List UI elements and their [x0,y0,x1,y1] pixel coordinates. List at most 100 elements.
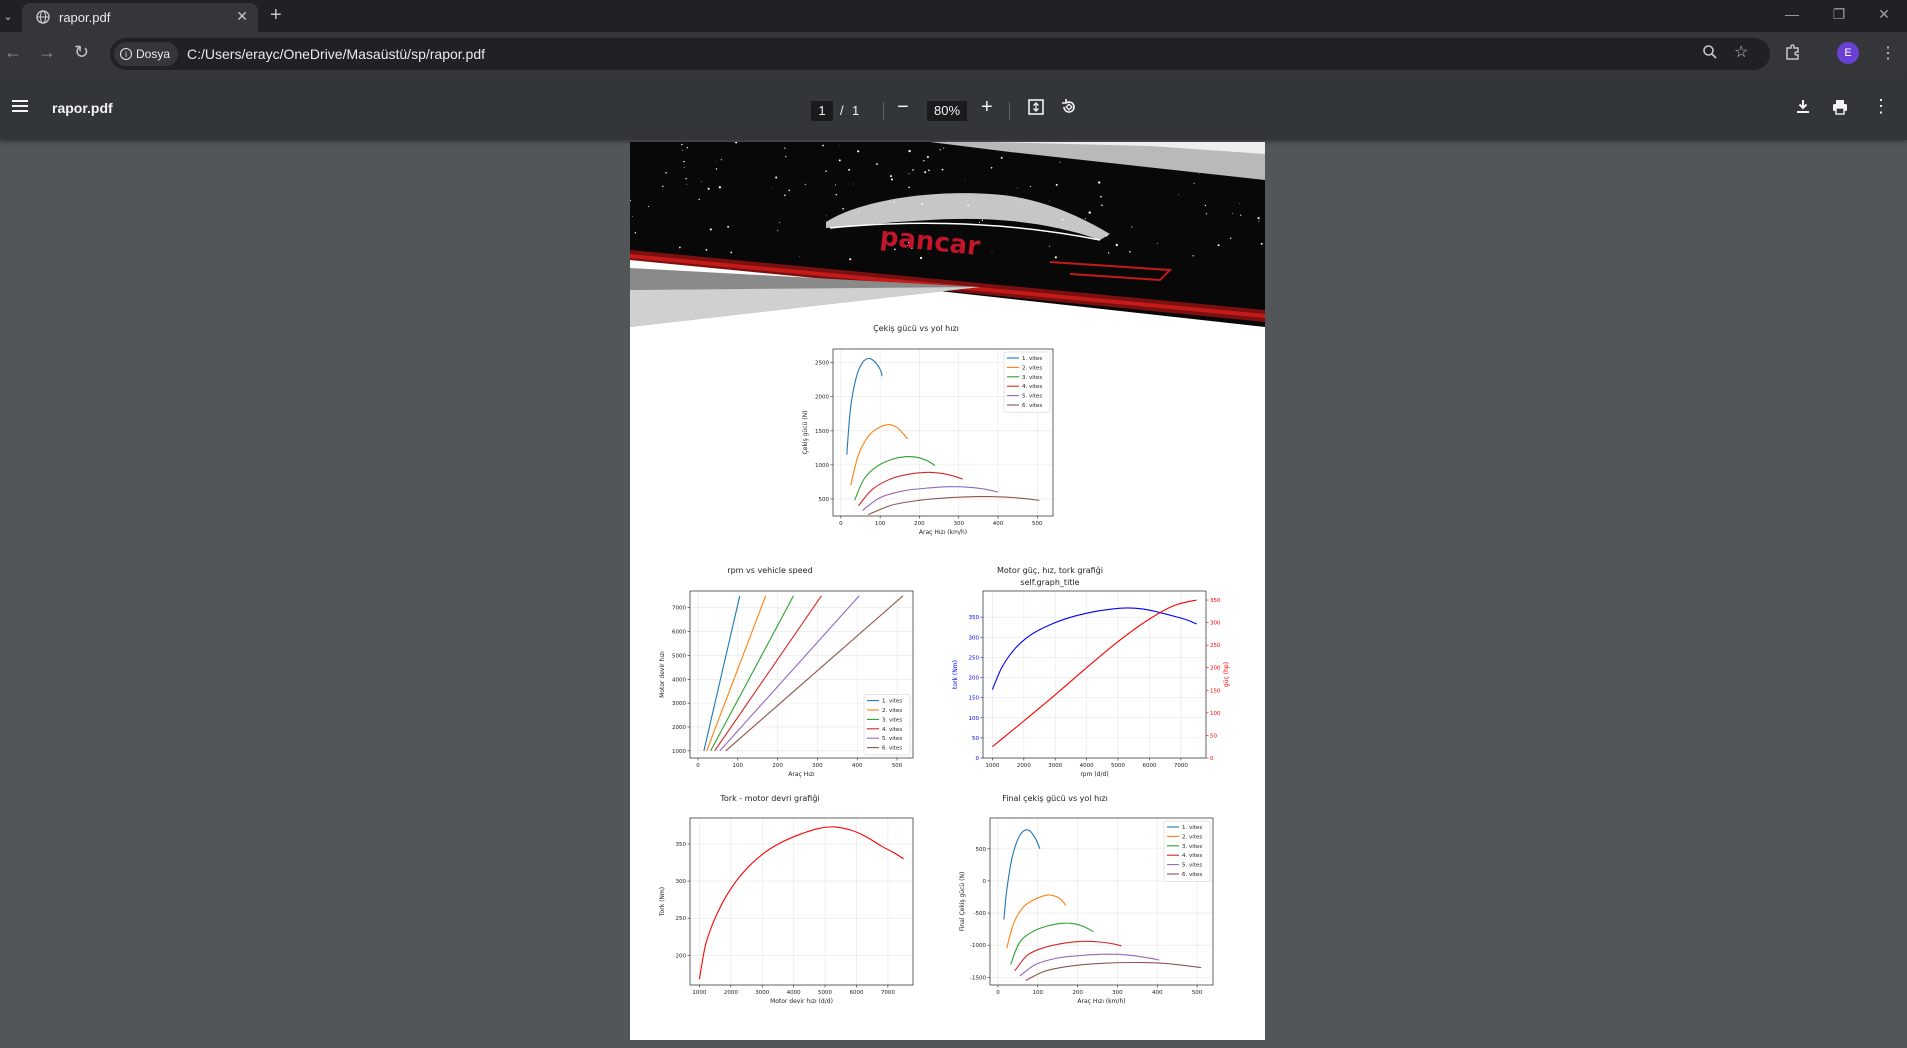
site-info-chip[interactable]: i Dosya [114,42,179,66]
y-tick-label: 200 [676,953,687,959]
star-dot [784,147,786,149]
url-text[interactable]: C:/Users/erayc/OneDrive/Masaüstü/sp/rapo… [187,46,486,62]
y-tick-label: 50 [972,736,979,742]
star-dot [679,246,681,249]
star-dot [1084,218,1086,220]
star-dot [1178,194,1179,196]
back-icon[interactable]: ← [4,42,22,62]
x-tick-label: 300 [953,521,964,527]
star-dot [918,245,921,248]
tab-search-chevron-icon[interactable]: ⌄ [3,10,13,23]
star-dot [928,169,930,172]
plot-frame [982,590,1207,759]
rotate-icon[interactable] [1060,98,1078,121]
y-tick-label: 500 [976,847,987,853]
series-line-4-vites [1014,940,1122,972]
series-line-3-vites [1010,922,1094,965]
star-dot [848,168,851,171]
chart-title-cekis: Çekiş gücü vs yol hızı [873,324,959,333]
x-tick-label: 7000 [881,990,895,996]
extensions-icon[interactable] [1784,43,1802,66]
y-tick-label: 250 [676,916,687,922]
zoom-input[interactable]: 80% [927,101,967,121]
legend-label: 4. vites [1182,853,1202,859]
x-tick-label: 0 [839,521,843,527]
chart-subtitle-motor: self.graph_title [1020,578,1080,587]
x-axis-label: Araç Hızı [788,771,815,778]
legend-label: 3. vites [882,717,902,723]
x-tick-label: 0 [696,763,700,769]
kebab-icon[interactable]: ⋮ [1880,45,1896,62]
star-dot [685,177,687,180]
x-axis-label: rpm (d/d) [1080,771,1108,778]
star-dot [981,219,984,221]
x-tick-label: 1000 [985,763,999,769]
address-bar[interactable]: i Dosya C:/Users/erayc/OneDrive/Masaüstü… [110,38,1770,70]
restore-icon[interactable]: ❐ [1832,6,1846,22]
zoom-icon[interactable] [1702,44,1718,65]
star-dot [727,225,730,228]
y-tick-label: 350 [969,615,980,621]
forward-icon[interactable]: → [38,42,56,62]
y-tick-label: 3000 [672,701,686,707]
close-window-icon[interactable]: ✕ [1878,6,1890,22]
star-dot [1017,187,1018,189]
y-tick-label: 0 [983,879,987,885]
y-axis-label: tork (Nm) [952,660,959,689]
plot-frame [689,817,914,986]
star-dot [707,187,710,190]
plot-frame [989,817,1214,986]
y-tick-label: 150 [969,696,980,702]
star-dot [1115,243,1118,247]
star-dot [889,175,892,178]
close-icon[interactable]: ✕ [236,8,248,24]
avatar[interactable]: E [1837,42,1859,64]
star-dot [1198,173,1200,175]
star-dot [1049,200,1051,202]
zoom-in-icon[interactable]: + [981,96,993,118]
fit-page-icon[interactable] [1027,98,1045,121]
star-dot [681,143,683,146]
star-dot [1257,217,1260,220]
y-tick-label: 350 [676,842,687,848]
zoom-out-icon[interactable]: − [897,96,909,118]
plus-icon[interactable]: + [270,4,282,26]
site-chip-label: Dosya [136,47,171,61]
page-number-input[interactable]: 1 [811,101,833,121]
star-dot [920,256,923,260]
star-dot [923,160,925,162]
document-title: rapor.pdf [52,100,113,116]
minimize-icon[interactable]: — [1785,6,1799,22]
reload-icon[interactable]: ↻ [74,42,90,62]
y2-tick-label: 250 [1210,643,1221,649]
x-tick-label: 4000 [1080,763,1094,769]
chart-title-tork: Tork - motor devri grafiği [720,794,820,803]
tab-title: rapor.pdf [59,10,111,25]
y-axis-label: Tork (Nm) [659,887,666,917]
star-dot [684,166,686,168]
star-dot [945,249,948,252]
star-dot [1048,245,1050,247]
series-line-6-vites [868,496,1040,516]
x-axis-label: Araç Hızı (km/h) [919,529,967,536]
tab-rapor[interactable]: rapor.pdf ✕ [22,3,258,32]
star-dot [1193,182,1195,184]
download-icon[interactable] [1795,98,1811,119]
star-icon[interactable]: ☆ [1734,44,1749,61]
print-icon[interactable] [1831,98,1849,121]
y-tick-label: 200 [969,676,980,682]
star-dot [647,205,649,207]
menu-icon[interactable] [12,100,28,112]
globe-icon [36,10,50,24]
star-dot [1157,242,1158,244]
x-tick-label: 500 [1192,990,1203,996]
star-dot [838,159,841,162]
pdf-more-icon[interactable]: ⋮ [1872,96,1890,116]
series-line-2-vites [706,595,767,751]
y2-tick-label: 100 [1210,711,1221,717]
star-dot [804,183,806,185]
x-tick-label: 5000 [1111,763,1125,769]
series-line-2-vites [1006,894,1067,949]
plot-frame [832,348,1054,517]
star-dot [908,173,910,175]
